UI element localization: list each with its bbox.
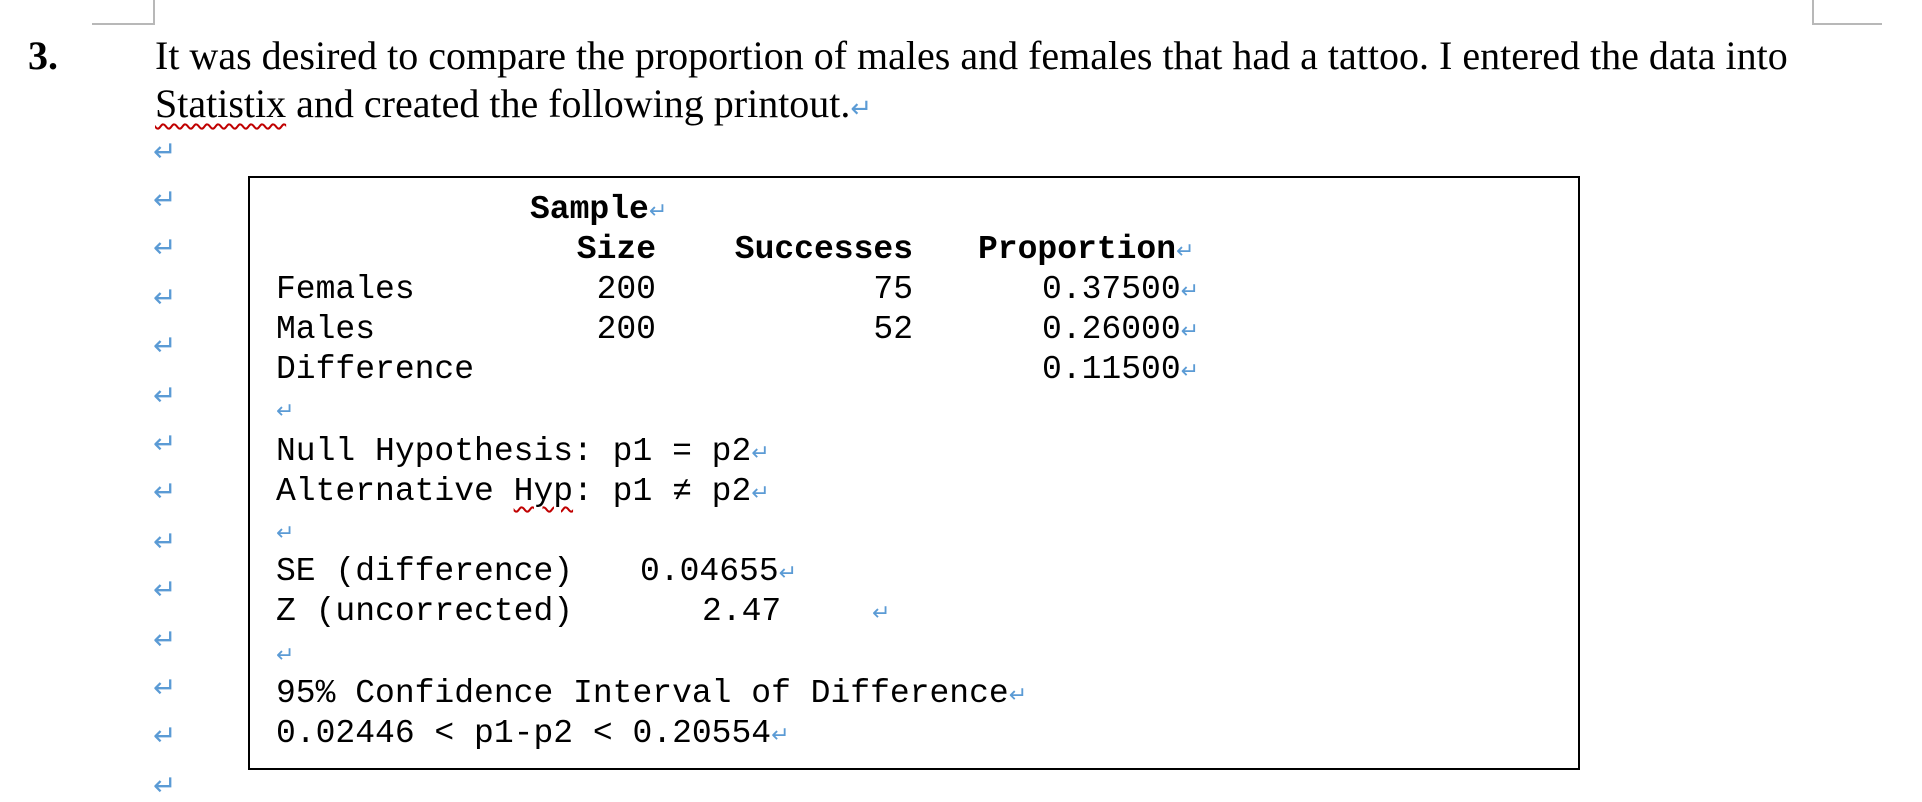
paragraph-mark-icon: ↵: [648, 199, 668, 224]
paragraph-mark-icon: ↵: [153, 379, 177, 412]
crop-mark-top-right-vertical: [1812, 0, 1814, 25]
paragraph-mark-icon: ↵: [153, 427, 177, 460]
paragraph-mark-icon: ↵: [276, 521, 295, 546]
row-proportion: 0.11500↵: [1042, 351, 1200, 388]
row-label: Females: [276, 271, 415, 308]
row-proportion: 0.26000↵: [1042, 311, 1200, 348]
paragraph-mark-icon: ↵: [850, 94, 873, 124]
alternative-hypothesis-line: Alternative Hyp: p1 ≠ p2↵: [276, 473, 770, 510]
paragraph-mark-icon: ↵: [153, 329, 177, 362]
paragraph-mark-icon: ↵: [153, 671, 177, 704]
paragraph-mark-icon: ↵: [153, 231, 177, 264]
paragraph-mark-icon: ↵: [153, 281, 177, 314]
empty-line: ↵: [276, 634, 294, 676]
row-label: Males: [276, 311, 376, 348]
spellcheck-word-hyp[interactable]: Hyp: [513, 473, 574, 510]
crop-mark-top-right-horizontal: [1812, 23, 1882, 25]
paragraph-mark-icon: ↵: [1176, 239, 1195, 264]
paragraph-mark-icon: ↵: [153, 135, 177, 168]
paragraph-mark-icon: ↵: [153, 475, 177, 508]
question-number: 3.: [28, 33, 58, 78]
row-proportion: 0.37500↵: [1042, 271, 1200, 308]
paragraph-mark-icon: ↵: [153, 525, 177, 558]
header-sample: Sample↵: [530, 191, 668, 228]
ci-value: 0.02446 < p1-p2 < 0.20554↵: [276, 715, 790, 752]
paragraph-mark-icon: ↵: [778, 561, 798, 586]
paragraph-mark-icon: ↵: [153, 769, 177, 802]
row-successes: 75: [873, 271, 913, 308]
paragraph-mark-icon: ↵: [153, 719, 177, 752]
se-label: SE (difference): [276, 553, 574, 590]
paragraph-mark-icon: ↵: [153, 573, 177, 606]
row-size: 200: [596, 271, 656, 308]
header-successes: Successes: [734, 231, 913, 268]
paragraph-mark-icon: ↵: [771, 723, 790, 748]
paragraph-mark-icon: ↵: [1180, 359, 1200, 384]
paragraph-mark-icon: ↵: [751, 441, 770, 466]
row-successes: 52: [873, 311, 913, 348]
question-text-part2: and created the following printout.: [286, 81, 851, 126]
z-line-end: ↵: [872, 592, 890, 634]
paragraph-mark-icon: ↵: [276, 399, 295, 424]
row-size: 200: [596, 311, 656, 348]
question-text: It was desired to compare the proportion…: [155, 32, 1855, 133]
paragraph-mark-icon: ↵: [276, 643, 295, 668]
crop-mark-top-left-horizontal: [92, 23, 155, 25]
spellcheck-word-statistix[interactable]: Statistix: [155, 81, 287, 126]
z-value: 2.47: [702, 593, 782, 630]
paragraph-mark-icon: ↵: [751, 481, 770, 506]
paragraph-mark-icon: ↵: [872, 601, 891, 626]
null-hypothesis-line: Null Hypothesis: p1 = p2↵: [276, 433, 770, 470]
row-label: Difference: [276, 351, 475, 388]
paragraph-mark-icon: ↵: [1180, 279, 1200, 304]
empty-line: ↵: [276, 390, 294, 432]
statistix-printout-box: [248, 176, 1580, 770]
paragraph-mark-icon: ↵: [1008, 683, 1028, 708]
paragraph-mark-icon: ↵: [153, 183, 177, 216]
z-label: Z (uncorrected): [276, 593, 574, 630]
se-value: 0.04655↵: [640, 553, 798, 590]
header-size: Size: [576, 231, 656, 268]
crop-mark-top-left-vertical: [153, 0, 155, 25]
question-text-part1: It was desired to compare the proportion…: [155, 33, 1788, 78]
empty-line: ↵: [276, 512, 294, 554]
paragraph-mark-icon: ↵: [153, 623, 177, 656]
ci-title: 95% Confidence Interval of Difference↵: [276, 675, 1028, 712]
header-proportion: Proportion↵: [978, 231, 1195, 268]
paragraph-mark-icon: ↵: [1180, 319, 1200, 344]
